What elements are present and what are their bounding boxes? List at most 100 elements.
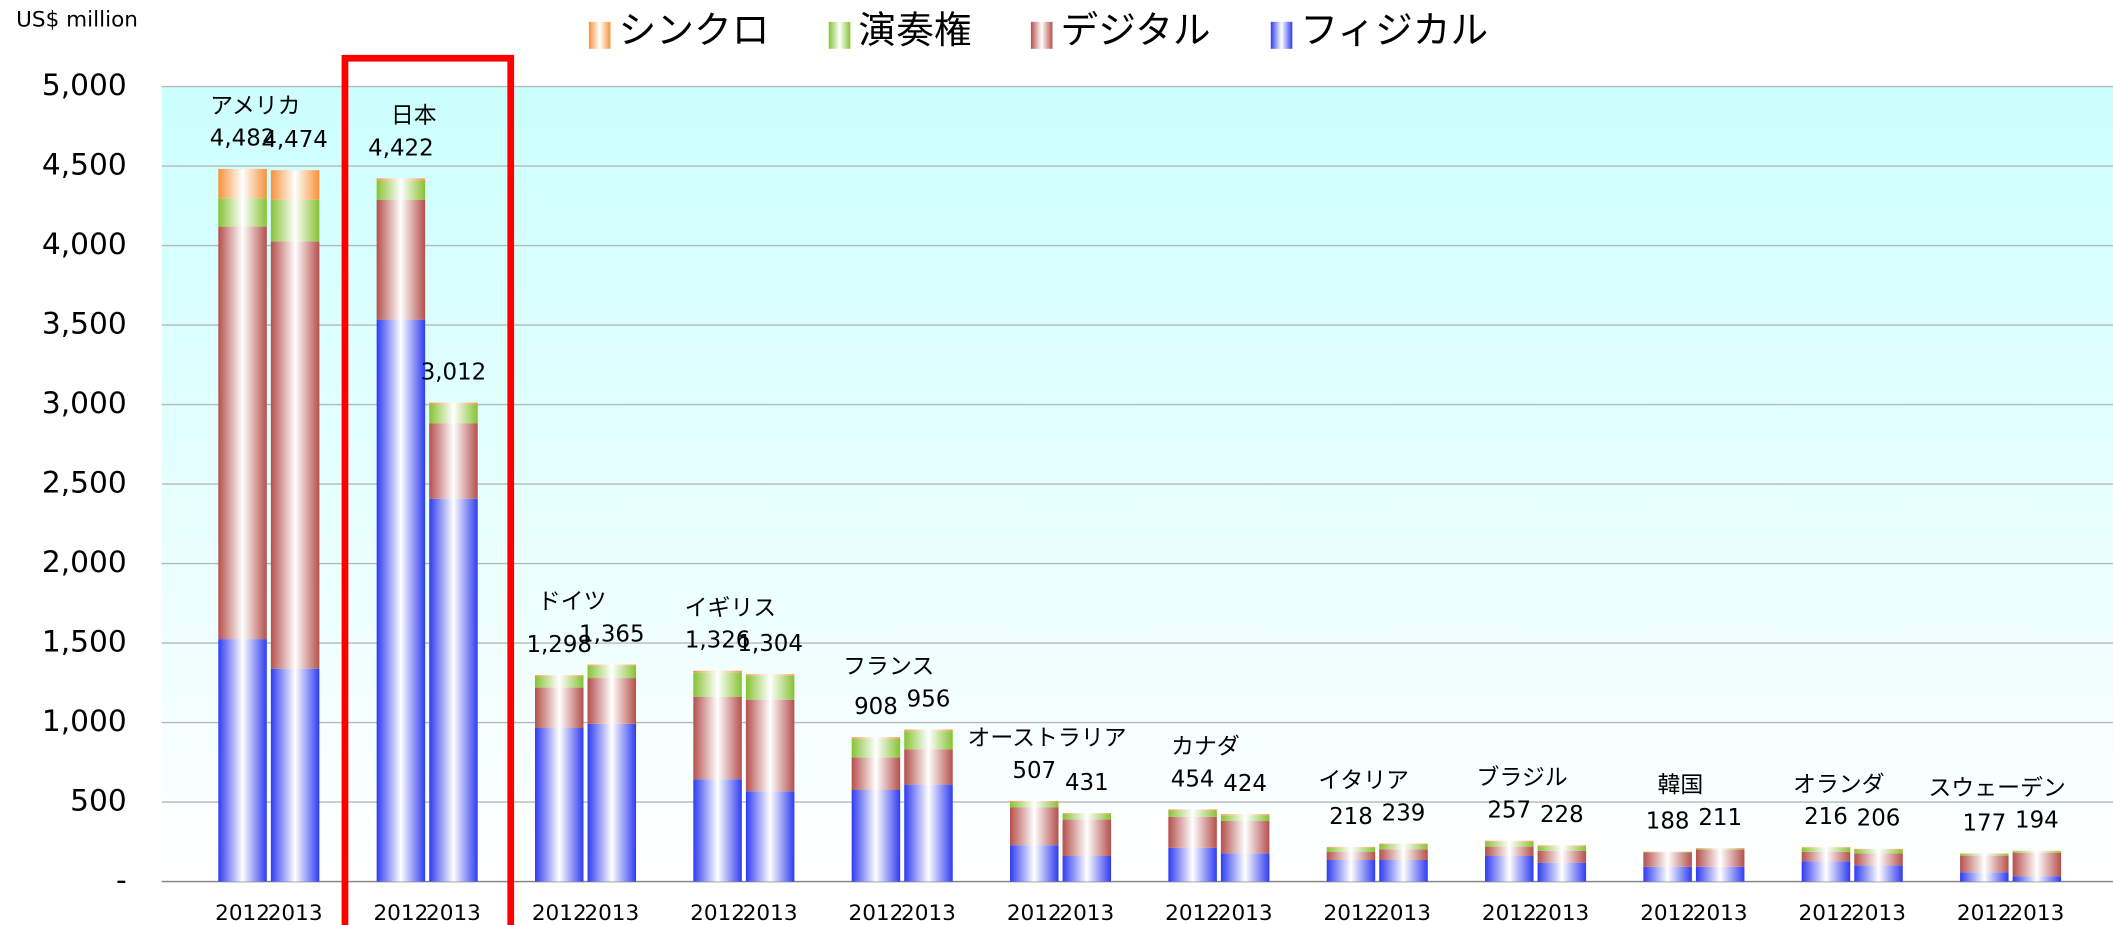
bar-segment	[2012, 851, 2062, 853]
bar-segment	[904, 731, 953, 750]
total-label: 3,012	[421, 359, 487, 385]
bar-segment	[693, 696, 742, 780]
bar-segment	[1854, 849, 1903, 854]
x-tick-label: 2013	[2009, 901, 2064, 925]
bar-segment	[218, 168, 267, 199]
legend-label: デジタル	[1061, 8, 1211, 52]
legend-label: シンクロ	[619, 8, 770, 52]
bar-segment	[851, 738, 901, 758]
total-label: 188	[1646, 809, 1690, 835]
total-label: 1,298	[526, 632, 592, 658]
total-label: 4,482	[210, 126, 276, 152]
bar-segment	[587, 678, 637, 724]
bar-segment	[1485, 855, 1534, 882]
bar-segment	[534, 727, 584, 882]
total-label: 431	[1065, 770, 1109, 796]
y-tick-label: 4,500	[42, 147, 127, 182]
y-tick-label: 1,000	[42, 703, 127, 738]
y-tick-label: -	[116, 862, 127, 897]
bar-segment	[1643, 866, 1692, 882]
bar-segment	[851, 790, 901, 882]
bar-segment	[2012, 852, 2062, 877]
bar-segment	[1168, 847, 1217, 882]
total-label: 454	[1171, 766, 1215, 792]
bar-segment	[1062, 855, 1112, 882]
bar-segment	[1695, 848, 1745, 849]
bar-segment	[1168, 809, 1217, 811]
x-tick-label: 2013	[1059, 901, 1114, 925]
bar-segment	[1537, 850, 1587, 863]
bar-segment	[1801, 861, 1851, 882]
bar-segment	[1326, 846, 1376, 848]
bar-segment	[1379, 843, 1428, 845]
x-tick-label: 2012	[1957, 901, 2012, 925]
bar-segment	[1537, 846, 1587, 851]
bar-segment	[1326, 852, 1376, 860]
bar-segment	[534, 675, 584, 677]
country-label: 日本	[391, 103, 437, 129]
bar-segment	[1220, 821, 1270, 854]
total-label: 908	[854, 694, 898, 720]
x-tick-label: 2013	[426, 901, 481, 925]
bar-segment	[1062, 813, 1112, 820]
bar-segment	[429, 404, 478, 424]
x-tick-label: 2013	[901, 901, 956, 925]
bar-segment	[218, 198, 267, 227]
legend-label: 演奏権	[858, 8, 971, 52]
total-label: 218	[1329, 804, 1373, 830]
country-label: イギリス	[685, 595, 777, 621]
bar-segment	[693, 670, 742, 673]
bar-segment	[1854, 848, 1903, 850]
country-label: ブラジル	[1477, 765, 1568, 791]
bar-segment	[851, 737, 901, 739]
x-tick-label: 2012	[849, 901, 904, 925]
x-tick-label: 2012	[532, 901, 587, 925]
legend-swatch	[1030, 21, 1053, 49]
bar-segment	[1379, 844, 1428, 850]
bar-segment	[1854, 853, 1903, 866]
x-tick-label: 2012	[1799, 901, 1854, 925]
bar-segment	[745, 699, 795, 792]
bar-segment	[376, 199, 426, 320]
y-axis-label: US$ million	[16, 7, 138, 32]
legend-swatch	[588, 21, 611, 49]
x-tick-label: 2012	[215, 901, 270, 925]
y-tick-label: 500	[70, 783, 127, 818]
total-label: 424	[1223, 771, 1267, 797]
bar-segment	[1801, 848, 1851, 852]
bar-segment	[745, 791, 795, 882]
country-label: スウェーデン	[1928, 775, 2065, 801]
y-tick-label: 2,000	[42, 544, 127, 579]
bar-segment	[904, 729, 953, 732]
bar-segment	[1643, 852, 1692, 867]
total-label: 1,304	[737, 631, 803, 657]
bar-segment	[1010, 800, 1059, 803]
total-label: 4,422	[368, 135, 434, 161]
x-tick-label: 2013	[1693, 901, 1748, 925]
bar-segment	[1695, 866, 1745, 882]
bar-segment	[1010, 845, 1059, 882]
bar-segment	[270, 170, 320, 200]
country-label: イタリア	[1318, 768, 1409, 794]
bar-segment	[376, 178, 426, 181]
bar-segment	[270, 199, 320, 242]
highlight-box	[341, 54, 515, 925]
x-tick-label: 2012	[1007, 901, 1062, 925]
legend-label: フィジカル	[1300, 8, 1488, 52]
x-tick-label: 2012	[1482, 901, 1537, 925]
bar-segment	[376, 180, 426, 200]
country-label: アメリカ	[210, 93, 300, 119]
x-tick-label: 2013	[1534, 901, 1589, 925]
y-tick-label: 2,500	[42, 465, 127, 500]
y-tick-label: 5,000	[42, 67, 127, 102]
bar-segment	[1801, 847, 1851, 849]
country-label: ドイツ	[538, 589, 607, 615]
bar-segment	[745, 674, 795, 676]
bar-segment	[1010, 802, 1059, 808]
bar-segment	[745, 675, 795, 700]
country-label: 韓国	[1658, 773, 1704, 799]
bar-segment	[1485, 840, 1534, 842]
bar-segment	[1220, 814, 1270, 816]
bar-segment	[1695, 848, 1745, 850]
